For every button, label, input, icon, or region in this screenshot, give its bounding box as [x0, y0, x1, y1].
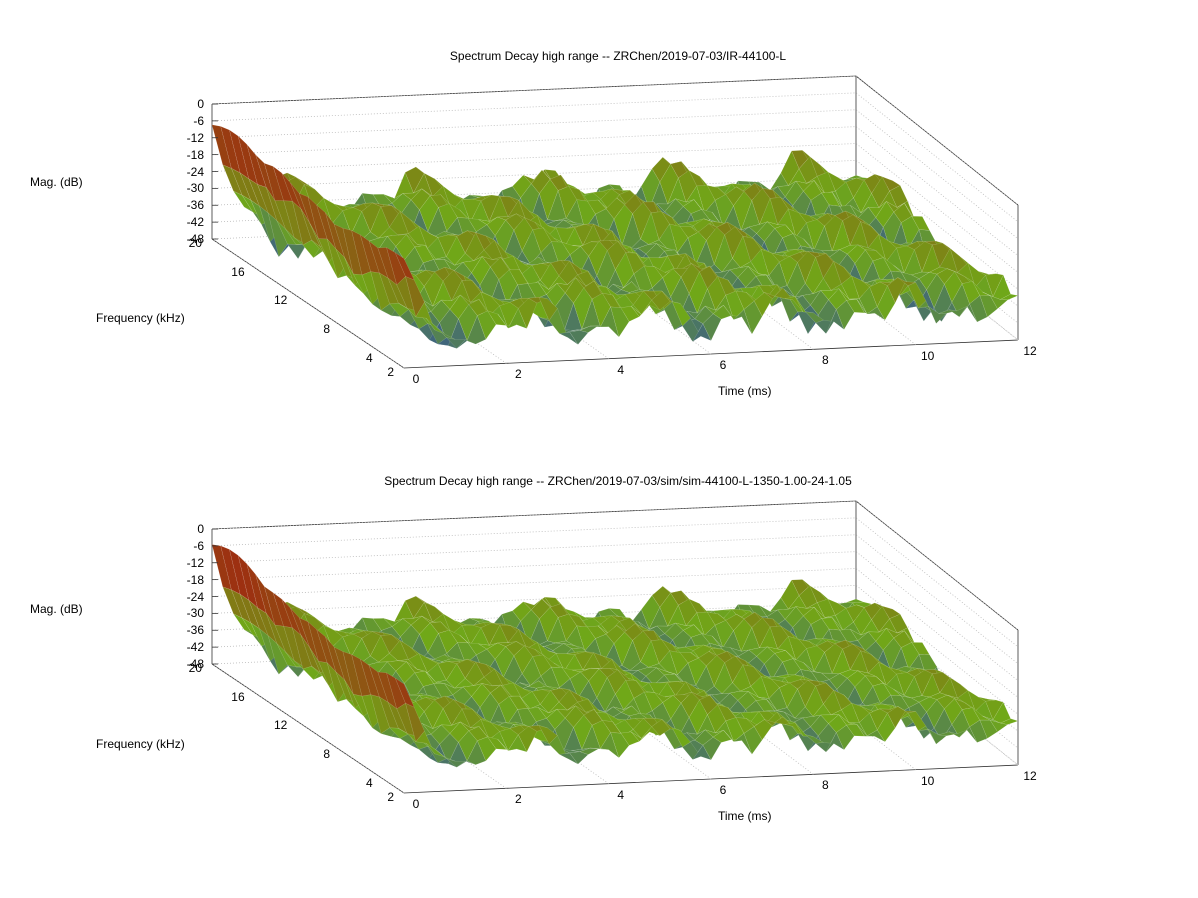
y-tick-label: 12 — [273, 718, 288, 733]
surface-patch — [881, 605, 901, 619]
z-tick-label: -24 — [186, 164, 204, 179]
z-tick-label: -48 — [186, 657, 204, 671]
chart-title: Spectrum Decay high range -- ZRChen/2019… — [449, 49, 787, 63]
x-tick-label: 4 — [617, 362, 624, 377]
z-axis-label: Mag. (dB) — [30, 602, 83, 616]
spectrum-decay-plot-simulated: Spectrum Decay high range -- ZRChen/2019… — [0, 425, 1198, 874]
x-grid-line — [211, 238, 405, 369]
x-tick-label: 10 — [920, 773, 935, 788]
surface-patch — [448, 629, 469, 644]
z-tick-label: -12 — [186, 130, 204, 145]
z-tick-label: -30 — [186, 181, 204, 196]
z-tick-label: -42 — [186, 640, 204, 655]
axis-box-edge — [855, 500, 1019, 631]
surface-patch — [845, 175, 864, 181]
x-tick-label: 12 — [1023, 769, 1037, 783]
x-tick-label: 0 — [412, 372, 420, 386]
x-grid-line — [533, 649, 712, 780]
y-tick-label: 20 — [188, 236, 202, 250]
y-tick-label: 16 — [231, 264, 245, 279]
z-tick-label: -24 — [186, 589, 204, 604]
z-tick-label: -48 — [186, 232, 204, 246]
y-tick-label: 16 — [231, 689, 245, 704]
surface-patch — [881, 176, 901, 192]
y-tick-label: 2 — [387, 365, 394, 379]
surface-canvas — [211, 75, 1019, 369]
x-tick-label: 6 — [719, 783, 727, 797]
surface-patch — [911, 642, 931, 656]
surface-patch — [999, 718, 1019, 725]
surface-patch — [896, 200, 916, 220]
x-axis-label: Time (ms) — [718, 809, 772, 823]
y-tick-label: 20 — [188, 661, 202, 675]
z-tick-label: -30 — [186, 606, 204, 621]
surface-patch — [999, 293, 1019, 301]
x-grid-line — [533, 224, 712, 355]
surface-patch — [985, 273, 1004, 298]
z-tick-label: -6 — [193, 113, 204, 128]
x-tick-label: 0 — [412, 797, 420, 811]
y-axis-label: Frequency (kHz) — [96, 737, 185, 751]
z-tick-label: -18 — [186, 572, 204, 587]
z-tick-label: -42 — [186, 215, 204, 230]
z-tick-label: 0 — [197, 522, 204, 536]
surface-patch — [889, 613, 908, 634]
spectrum-decay-plot-measured: Spectrum Decay high range -- ZRChen/2019… — [30, 49, 1037, 398]
z-tick-label: -36 — [186, 623, 204, 638]
surface-canvas — [211, 500, 1019, 794]
axis-box-edge — [855, 75, 1019, 206]
surface-patch — [896, 627, 916, 645]
x-axis-label: Time (ms) — [718, 384, 772, 398]
surface-mesh — [211, 544, 1019, 768]
y-axis-label: Frequency (kHz) — [96, 311, 185, 325]
x-tick-label: 12 — [1023, 344, 1037, 358]
x-grid-line — [211, 663, 405, 794]
x-tick-label: 4 — [617, 787, 624, 802]
z-tick-label: -18 — [186, 147, 204, 162]
x-tick-label: 10 — [920, 348, 935, 363]
chart-title: Spectrum Decay high range -- ZRChen/2019… — [384, 474, 852, 488]
z-tick-label: -12 — [186, 555, 204, 570]
x-tick-label: 8 — [821, 778, 829, 793]
surface-patch — [889, 185, 908, 208]
y-tick-label: 12 — [273, 293, 288, 308]
x-tick-label: 2 — [514, 367, 522, 382]
z-axis-label: Mag. (dB) — [30, 175, 83, 189]
x-tick-label: 6 — [719, 358, 727, 372]
z-tick-label: -36 — [186, 198, 204, 213]
z-tick-label: 0 — [197, 97, 204, 111]
y-tick-label: 8 — [323, 322, 330, 336]
x-tick-label: 2 — [514, 792, 522, 807]
x-tick-label: 8 — [821, 353, 829, 368]
surface-mesh — [211, 124, 1019, 349]
y-tick-label: 4 — [365, 350, 373, 365]
surface-patch — [985, 699, 1004, 721]
y-tick-label: 2 — [387, 790, 394, 804]
z-tick-label: -6 — [193, 538, 204, 553]
y-tick-label: 8 — [323, 747, 330, 761]
y-tick-label: 4 — [365, 775, 373, 790]
